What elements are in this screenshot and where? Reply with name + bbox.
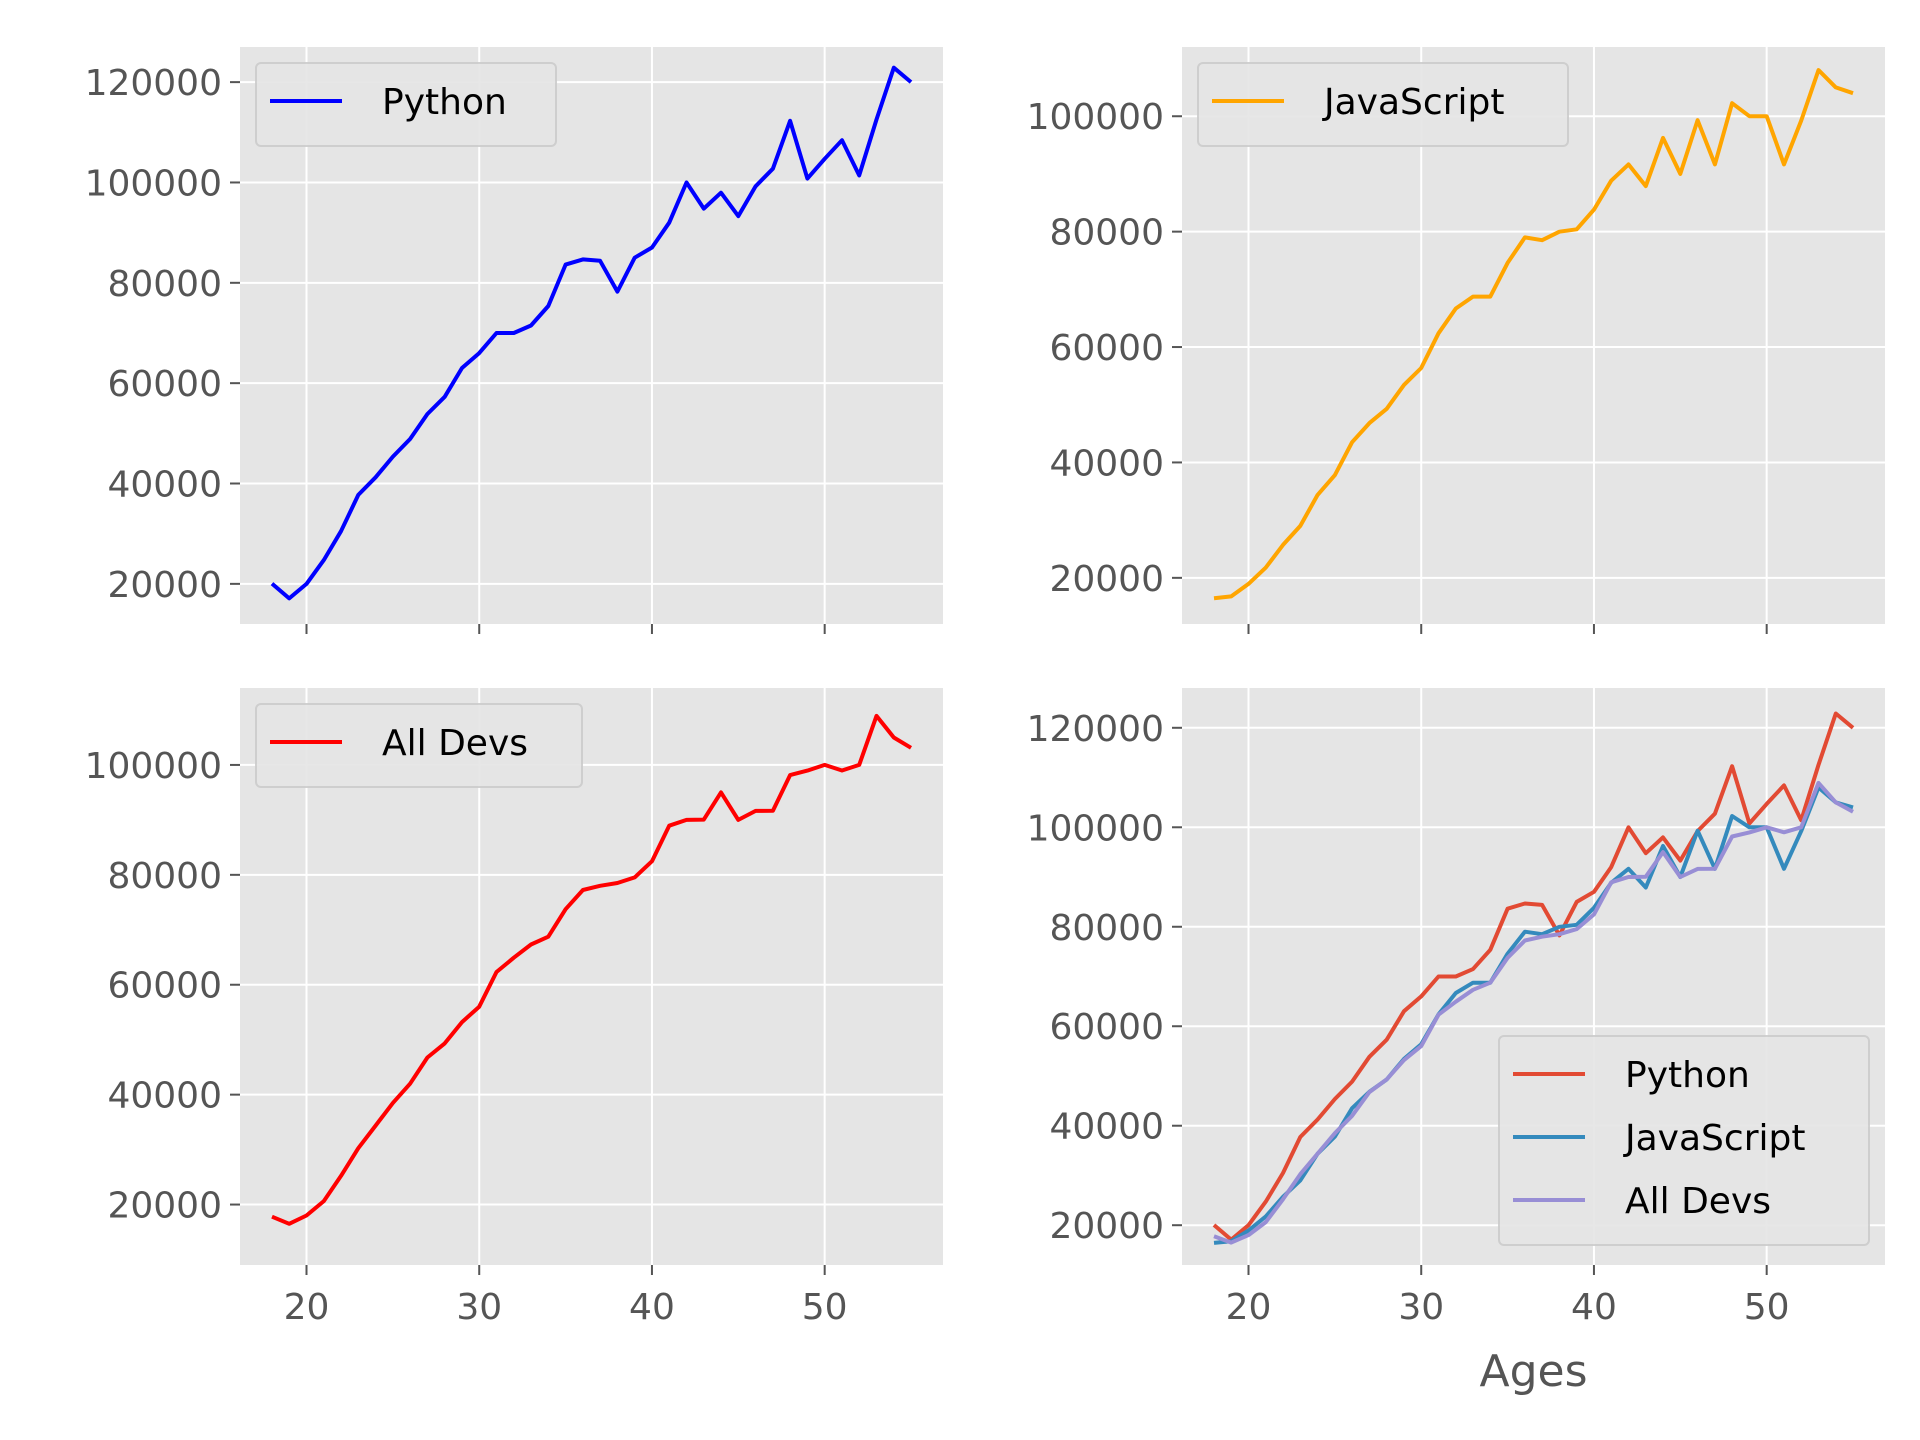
legend-label: JavaScript (1623, 1118, 1805, 1159)
y-tick-label: 40000 (107, 1076, 222, 1117)
series-line-all-devs (271, 713, 913, 1226)
series-line-python (270, 65, 913, 601)
y-tick-label: 80000 (107, 264, 222, 305)
legend: Python (255, 62, 557, 147)
y-tick-label: 20000 (107, 1186, 222, 1227)
subplot-2: 20000 40000 60000 80000 100000 JavaScript (1027, 47, 1885, 634)
x-tick-label: 20 (284, 1287, 330, 1328)
legend-box (1197, 62, 1569, 147)
subplot-3: 20000 40000 60000 80000 100000 20 30 40 50 All De… (85, 688, 943, 1328)
x-tick-label: 30 (456, 1287, 502, 1328)
y-tick-label: 100000 (85, 163, 222, 204)
legend-label: JavaScript (1322, 82, 1504, 123)
legend-label: All Devs (382, 723, 528, 764)
legend-box (1498, 1035, 1870, 1246)
legend-box (255, 62, 557, 147)
y-tick-label: 20000 (1049, 559, 1164, 600)
y-tick-label: 100000 (85, 746, 222, 787)
x-tick-label: 50 (1744, 1287, 1790, 1328)
x-tick-label: 30 (1398, 1287, 1444, 1328)
series-line-all-devs (1213, 780, 1854, 1245)
x-tick-label: 40 (1571, 1287, 1617, 1328)
y-tick-label: 80000 (1049, 213, 1164, 254)
y-tick-label: 40000 (1049, 1107, 1164, 1148)
y-tick-label: 40000 (1049, 443, 1164, 484)
y-tick-label: 60000 (107, 364, 222, 405)
legend: Python JavaScript All Devs (1498, 1035, 1870, 1246)
y-tick-label: 100000 (1027, 808, 1164, 849)
subplot-1: 20000 40000 60000 80000 100000 120000 Python (85, 47, 943, 634)
y-tick-label: 80000 (107, 856, 222, 897)
y-tick-label: 60000 (1049, 1007, 1164, 1048)
y-tick-label: 80000 (1049, 908, 1164, 949)
series-line-python (1212, 711, 1855, 1242)
subplot-4: 20000 40000 60000 80000 100000 120000 20 30 40 50… (1027, 688, 1885, 1397)
series-line-javascript (1213, 68, 1854, 601)
x-tick-label: 40 (629, 1287, 675, 1328)
y-tick-label: 120000 (1027, 709, 1164, 750)
x-tick-label: 50 (802, 1287, 848, 1328)
y-tick-label: 40000 (107, 465, 222, 506)
y-tick-label: 120000 (85, 63, 222, 104)
legend: All Devs (255, 703, 583, 788)
legend-label: Python (382, 82, 507, 123)
y-tick-label: 100000 (1027, 97, 1164, 138)
legend-box (255, 703, 583, 788)
y-tick-label: 60000 (1049, 328, 1164, 369)
legend-label: Python (1625, 1055, 1750, 1096)
y-tick-label: 20000 (107, 565, 222, 606)
y-tick-label: 20000 (1049, 1206, 1164, 1247)
x-axis-label: Ages (1479, 1346, 1587, 1397)
x-tick-label: 20 (1226, 1287, 1272, 1328)
y-tick-label: 60000 (107, 966, 222, 1007)
legend: JavaScript (1197, 62, 1569, 147)
legend-label: All Devs (1625, 1181, 1771, 1222)
